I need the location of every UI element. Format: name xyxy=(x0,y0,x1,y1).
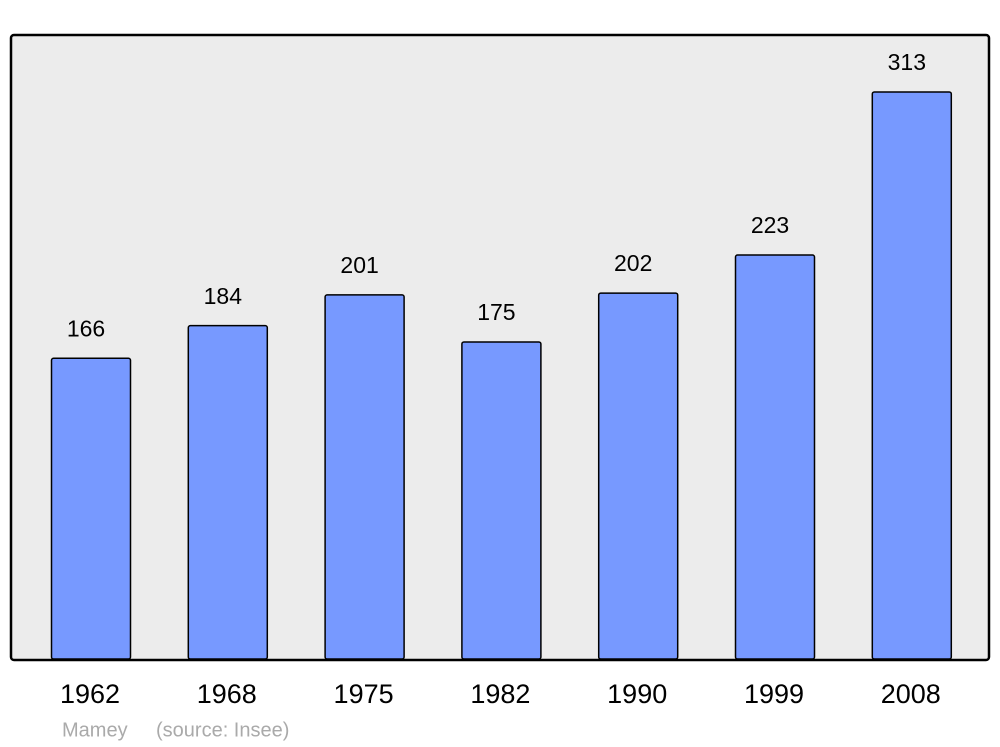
value-label: 223 xyxy=(751,212,789,238)
bar xyxy=(734,254,816,660)
x-tick-label: 2008 xyxy=(881,679,941,709)
x-tick-label: 1968 xyxy=(197,679,257,709)
x-tick-label: 1990 xyxy=(607,679,667,709)
bar xyxy=(324,294,405,660)
x-tick-label: 1975 xyxy=(334,679,394,709)
bar xyxy=(461,341,542,660)
x-tick-label: 1982 xyxy=(470,679,530,709)
value-label: 313 xyxy=(888,49,926,75)
bar xyxy=(597,292,679,660)
value-label: 166 xyxy=(67,315,105,341)
value-label: 202 xyxy=(614,250,652,276)
x-tick-label: 1962 xyxy=(60,679,120,709)
value-label: 175 xyxy=(477,299,515,325)
value-label: 201 xyxy=(340,252,378,278)
value-label: 184 xyxy=(204,283,243,309)
source: (source: Insee) xyxy=(156,719,289,741)
x-tick-label: 1999 xyxy=(744,679,804,709)
caption: Mamey xyxy=(62,719,128,741)
bar xyxy=(50,357,132,660)
bar xyxy=(871,91,953,660)
bar xyxy=(187,324,269,660)
